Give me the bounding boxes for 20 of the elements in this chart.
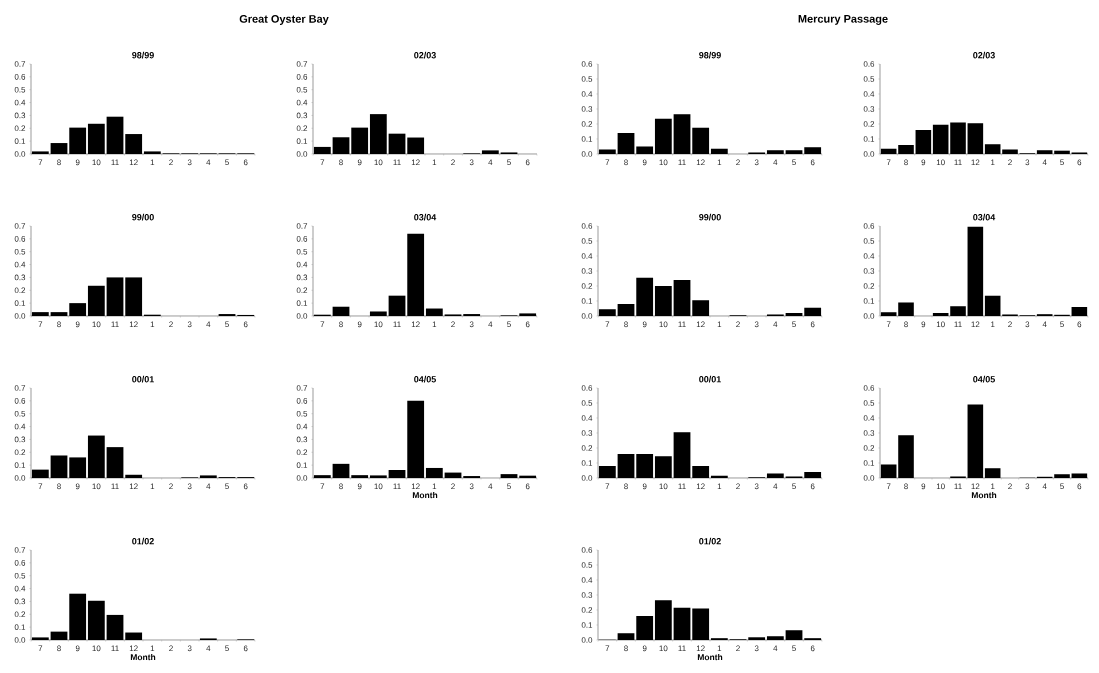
text: Great Oyster Bay	[239, 15, 329, 25]
chart-title: 02/03	[973, 51, 995, 59]
chart-title: 02/03	[414, 51, 436, 59]
chart-title: 98/99	[132, 51, 154, 59]
chart-title: 04/05	[973, 375, 995, 383]
chart-title: 01/02	[699, 537, 721, 545]
x-axis-title: Month	[697, 653, 723, 661]
text: Mercury Passage	[798, 15, 888, 25]
chart-title: 03/04	[973, 213, 996, 221]
chart-title: 00/01	[132, 375, 154, 383]
chart-title: 98/99	[699, 51, 721, 59]
chart-title: 00/01	[699, 375, 721, 383]
chart-title: 99/00	[699, 213, 721, 221]
x-axis-title: Month	[971, 491, 997, 499]
chart-title: 99/00	[132, 213, 154, 221]
x-axis-title: Month	[412, 491, 438, 499]
x-axis-title: Month	[130, 653, 156, 661]
chart-title: 03/04	[414, 213, 437, 221]
chart-title: 01/02	[132, 537, 154, 545]
chart-title: 04/05	[414, 375, 436, 383]
